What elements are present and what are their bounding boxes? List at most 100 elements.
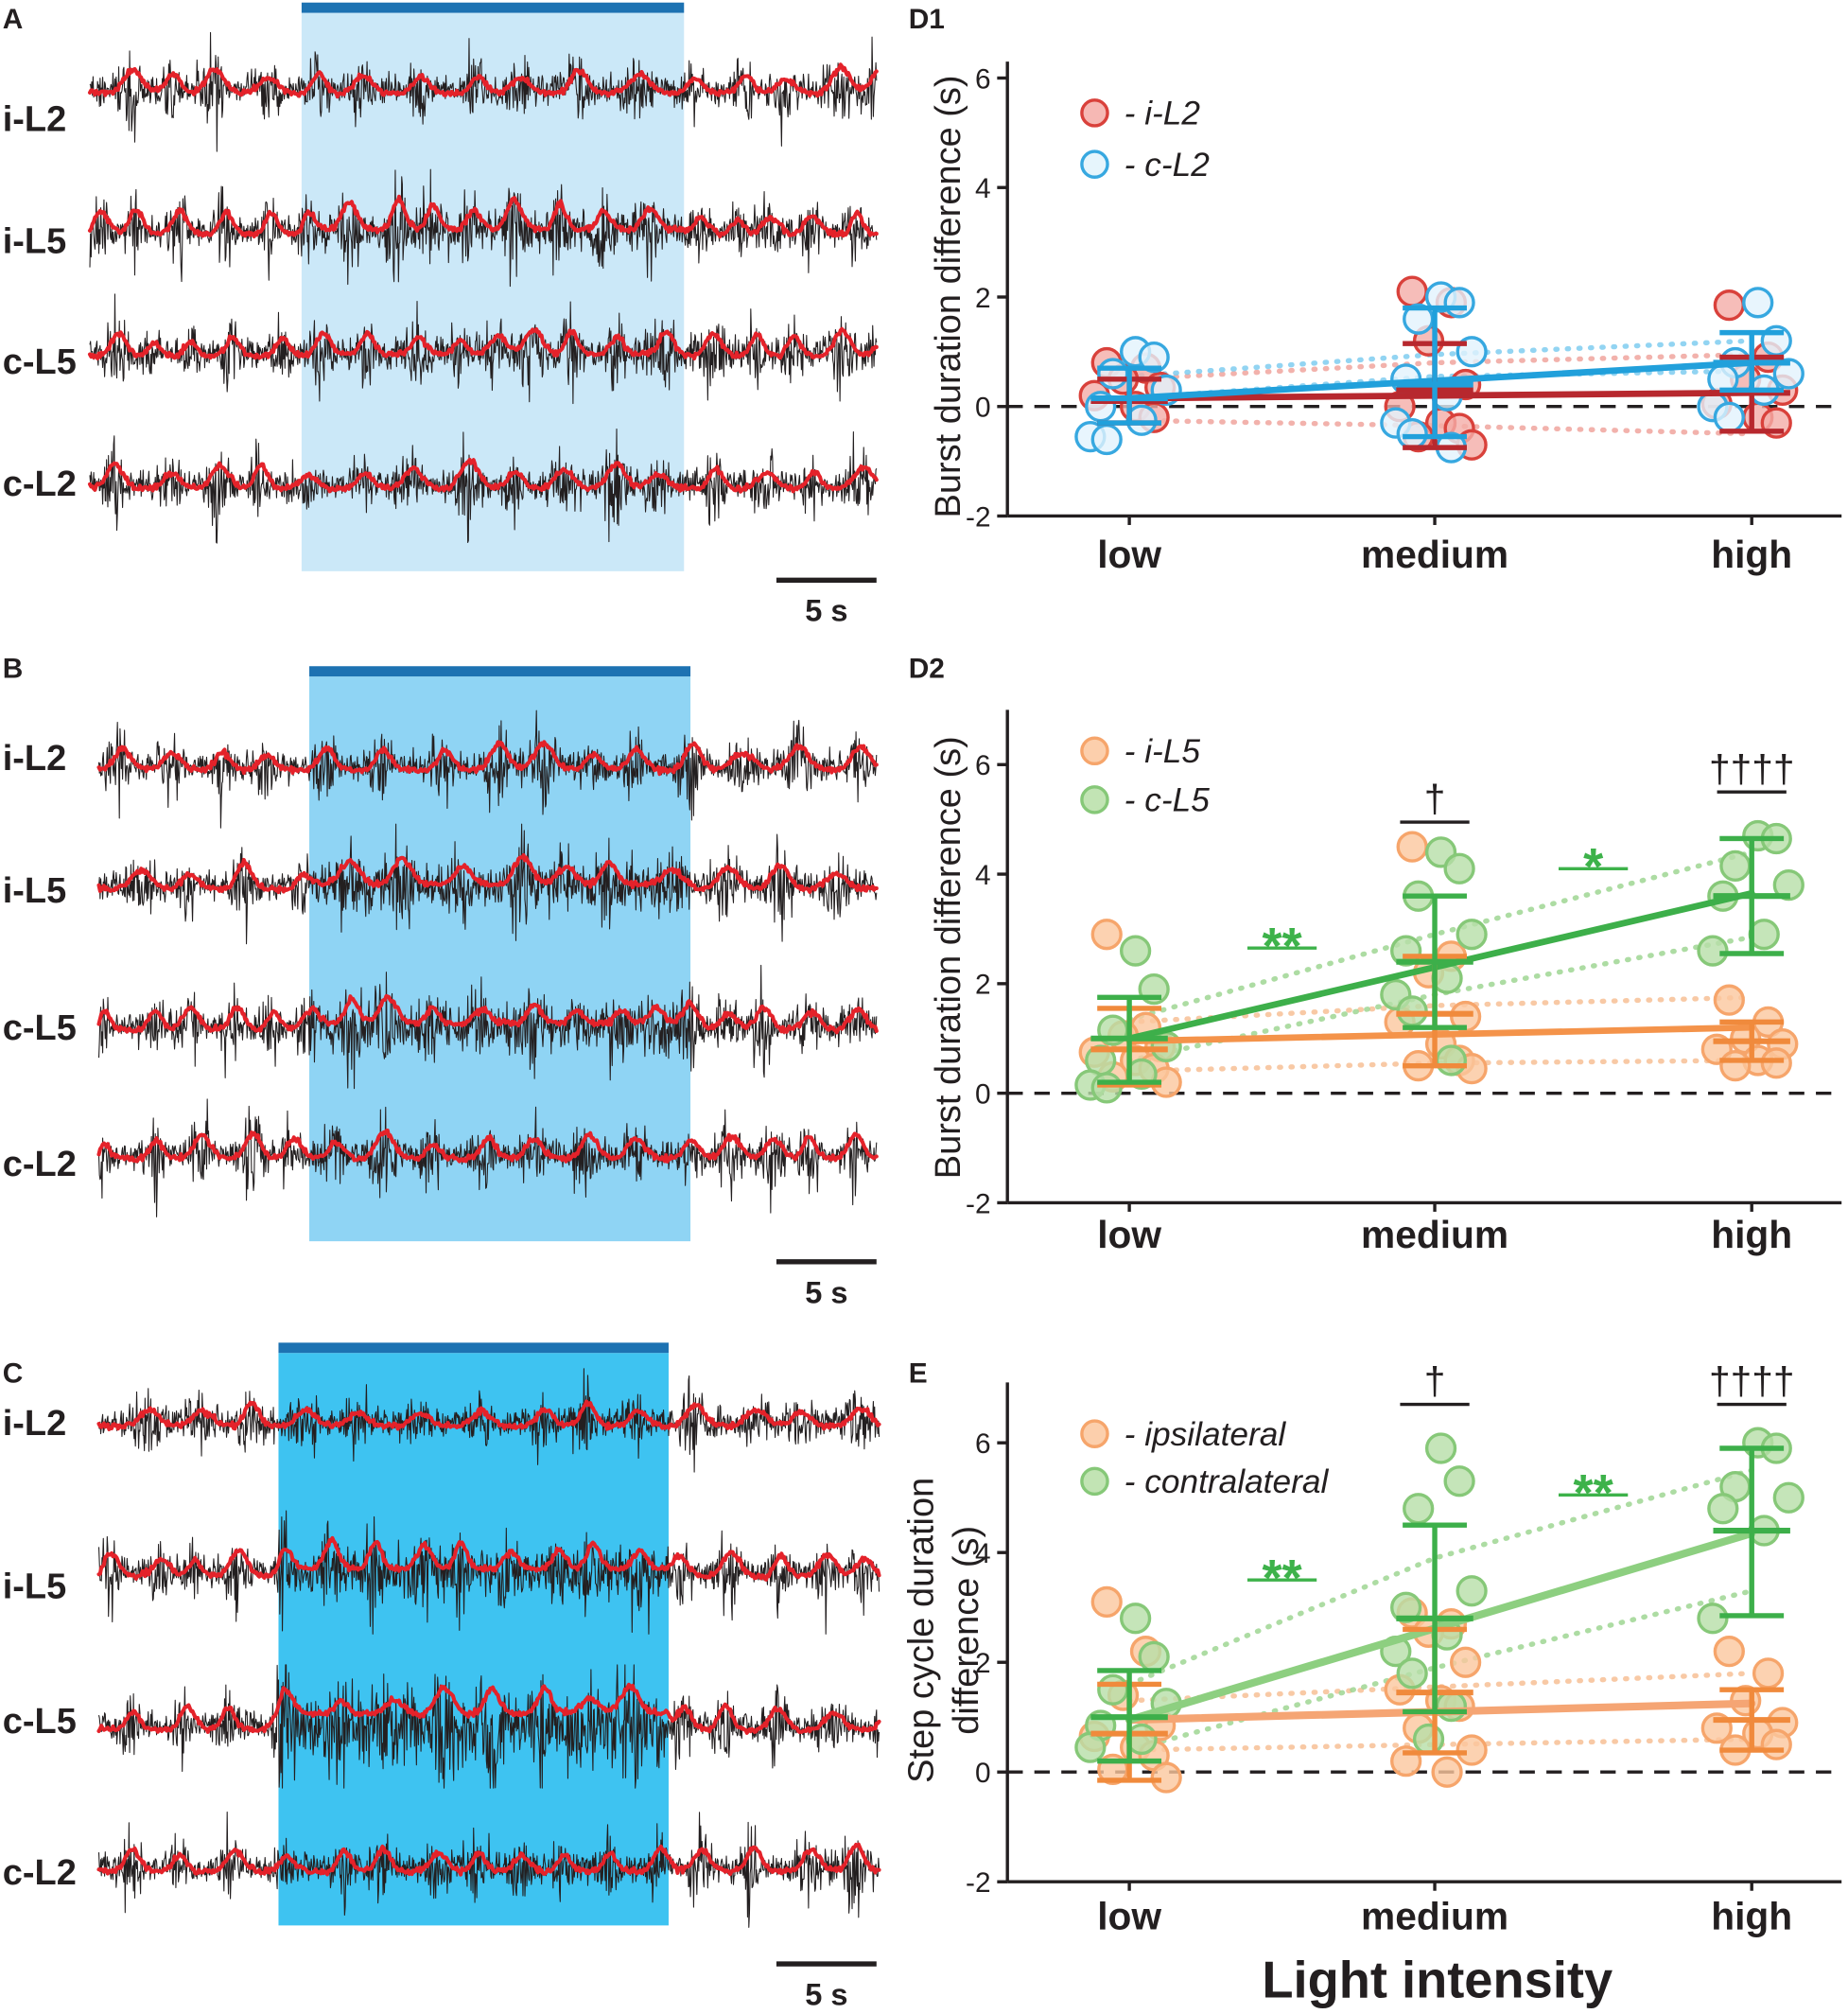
x-tick-label-low: low [1097, 1894, 1161, 1937]
legend-marker-series-1 [1080, 149, 1109, 179]
trace-b-c-l5-envelope [96, 993, 879, 1035]
significance-marker: * [1583, 838, 1604, 896]
significance-marker: †††† [1709, 1359, 1795, 1403]
panel-label: D2 [909, 653, 945, 684]
x-tick-label-medium: medium [1361, 1213, 1508, 1256]
panel-c: Ci-L2 i-L5 c-L5 c-L2 5 s [3, 1342, 881, 2012]
data-point-series-1 [1697, 1602, 1729, 1635]
x-axis-title: Light intensity [1262, 1951, 1613, 2008]
trace-label: i-L2 [3, 99, 67, 139]
data-point-series-0 [1396, 275, 1428, 307]
trace-label: i-L2 [3, 739, 67, 779]
data-point-series-1 [1435, 1690, 1468, 1723]
legend-label-series-1: - contralateral [1124, 1463, 1330, 1500]
x-tick-label-medium: medium [1361, 533, 1508, 576]
series-1-dotted-line [1126, 338, 1754, 379]
series-0-dotted-line [1126, 1736, 1754, 1753]
scale-bar-label: 5 s [805, 1275, 847, 1309]
legend-marker-series-0 [1080, 736, 1109, 766]
data-point-series-1 [1119, 1602, 1152, 1635]
y-tick-label: 6 [975, 750, 991, 781]
y-tick-label: 0 [975, 393, 991, 424]
data-point-series-1 [1412, 1723, 1445, 1756]
data-point-series-0 [1760, 1728, 1792, 1760]
data-point-series-0 [1713, 289, 1745, 322]
panel-label: E [909, 1357, 928, 1389]
trend-line-series-1 [1125, 889, 1755, 1042]
light-stimulation-bar [301, 2, 685, 13]
chart-d1: D1 -2 0 2 4 6 low medium high Burst duration diff… [909, 4, 1842, 576]
chart-d2: D2 -2 0 2 4 6 low medium high Burst duration diff… [909, 653, 1842, 1256]
trace-a-i-l2-envelope [87, 62, 879, 99]
y-axis-title: Burst duration difference (s) [929, 736, 968, 1179]
trace-c-c-l2-raw [97, 1812, 880, 1928]
trace-label: c-L2 [3, 1145, 77, 1184]
y-tick-label: 0 [975, 1078, 991, 1110]
panel-a: Ai-L2 i-L5 c-L5 c-L2 5 s [3, 2, 879, 628]
trace-label: i-L5 [3, 1567, 67, 1606]
data-point-series-1 [1097, 1673, 1129, 1706]
trace-c-c-l2-envelope [96, 1842, 881, 1877]
scale-bar-label: 5 s [805, 594, 847, 628]
significance-marker: ** [1262, 918, 1302, 975]
data-point-series-1 [1090, 423, 1123, 456]
y-tick-label: 6 [975, 63, 991, 95]
data-point-series-1 [1443, 1465, 1475, 1497]
x-tick-label-high: high [1711, 1894, 1792, 1937]
trace-b-i-l5-envelope [96, 852, 879, 895]
trace-label: i-L5 [3, 221, 67, 261]
legend-marker-series-1 [1080, 785, 1109, 814]
x-tick-label-high: high [1711, 533, 1792, 576]
data-point-series-1 [1772, 1481, 1804, 1514]
significance-marker: † [1424, 777, 1446, 820]
data-point-series-0 [1090, 919, 1123, 951]
series-0-dotted-line [1126, 1671, 1754, 1704]
data-point-series-1 [1435, 1044, 1468, 1077]
trace-c-i-l5-envelope [96, 1535, 881, 1582]
data-point-series-1 [1707, 1493, 1739, 1525]
panel-b: Bi-L2 i-L5 c-L5 c-L2 5 s [3, 653, 879, 1309]
data-point-series-1 [1390, 1591, 1422, 1623]
panel-label: D1 [909, 4, 945, 35]
trend-line-series-1 [1125, 359, 1755, 402]
trace-a-c-l2-raw [89, 428, 878, 544]
legend-marker-series-1 [1080, 1466, 1109, 1497]
x-tick-label-low: low [1097, 533, 1161, 576]
x-tick-label-high: high [1711, 1213, 1792, 1256]
data-point-series-0 [1456, 1734, 1488, 1766]
data-point-series-0 [1431, 1756, 1463, 1788]
data-point-series-0 [1752, 1657, 1785, 1690]
trend-line-series-1 [1125, 1529, 1756, 1725]
y-tick-label: 2 [975, 970, 991, 1001]
y-tick-label: 4 [975, 860, 991, 891]
data-point-series-1 [1396, 418, 1428, 450]
y-tick-label: 6 [975, 1428, 991, 1460]
series-1-dotted-line [1126, 849, 1754, 1023]
legend-label-series-0: - ipsilateral [1124, 1416, 1287, 1453]
y-tick-label: 0 [975, 1758, 991, 1789]
trace-b-c-l2-envelope [96, 1128, 879, 1164]
light-stimulation-bar [309, 666, 691, 677]
data-point-series-0 [1090, 1585, 1123, 1619]
panel-label: C [3, 1357, 24, 1389]
trace-c-i-l2-envelope [96, 1399, 881, 1431]
trace-label: i-L5 [3, 871, 67, 911]
chart-e: E -2 0 2 4 6 low medium high Step cycle duration d… [901, 1357, 1842, 2008]
data-point-series-1 [1396, 1657, 1428, 1690]
trace-label: i-L2 [3, 1404, 67, 1444]
trace-label: c-L5 [3, 1008, 77, 1048]
light-stimulation-bar [278, 1342, 669, 1354]
trace-label: c-L2 [3, 464, 77, 504]
series-1-dotted-line [1126, 1588, 1754, 1753]
trend-line-series-0 [1125, 389, 1755, 402]
significance-marker: ** [1574, 1464, 1614, 1522]
data-point-series-1 [1456, 1575, 1488, 1607]
series-0-dotted-line [1126, 417, 1754, 437]
trace-a-c-l5-envelope [87, 326, 879, 361]
data-point-series-0 [1760, 1047, 1792, 1079]
data-point-series-1 [1443, 287, 1475, 319]
significance-marker: †††† [1709, 746, 1795, 790]
y-tick-label: 4 [975, 1538, 991, 1569]
y-axis-title: Burst duration difference (s) [929, 75, 968, 517]
